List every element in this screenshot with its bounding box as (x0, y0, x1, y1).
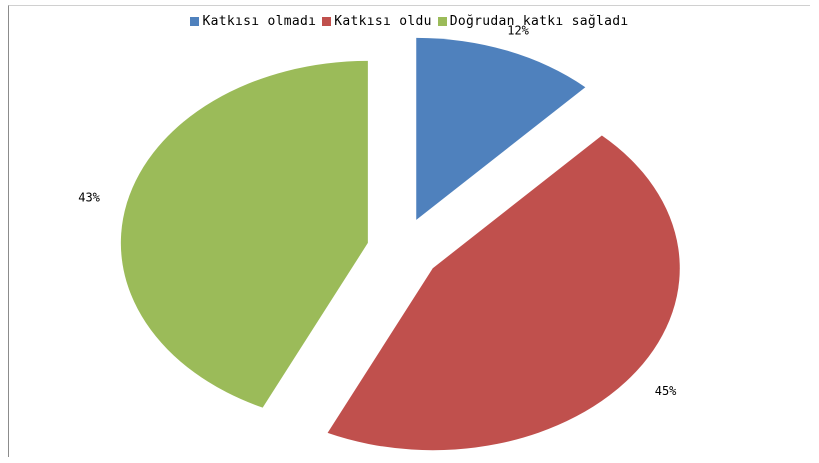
pie-slice (327, 135, 680, 451)
legend-label: Doğrudan katkı sağladı (449, 14, 629, 29)
legend-swatch-blue (190, 17, 200, 26)
slice-percent-label: 43% (78, 191, 100, 205)
legend: Katkısı olmadı Katkısı oldu Doğrudan kat… (0, 14, 819, 29)
legend-swatch-red (322, 17, 332, 26)
pie-slice (120, 60, 368, 408)
legend-label: Katkısı oldu (334, 14, 432, 29)
legend-swatch-green (437, 17, 447, 26)
pie-slice (416, 37, 586, 220)
slice-percent-label: 12% (507, 23, 529, 37)
slice-percent-label: 45% (655, 384, 677, 398)
legend-label: Katkısı olmadı (202, 14, 317, 29)
legend-item-katkisi-oldu: Katkısı oldu (322, 14, 432, 29)
legend-item-katkisi-olmadi: Katkısı olmadı (190, 14, 316, 29)
legend-item-dogrudan-katki-sagladi: Doğrudan katkı sağladı (437, 14, 629, 29)
